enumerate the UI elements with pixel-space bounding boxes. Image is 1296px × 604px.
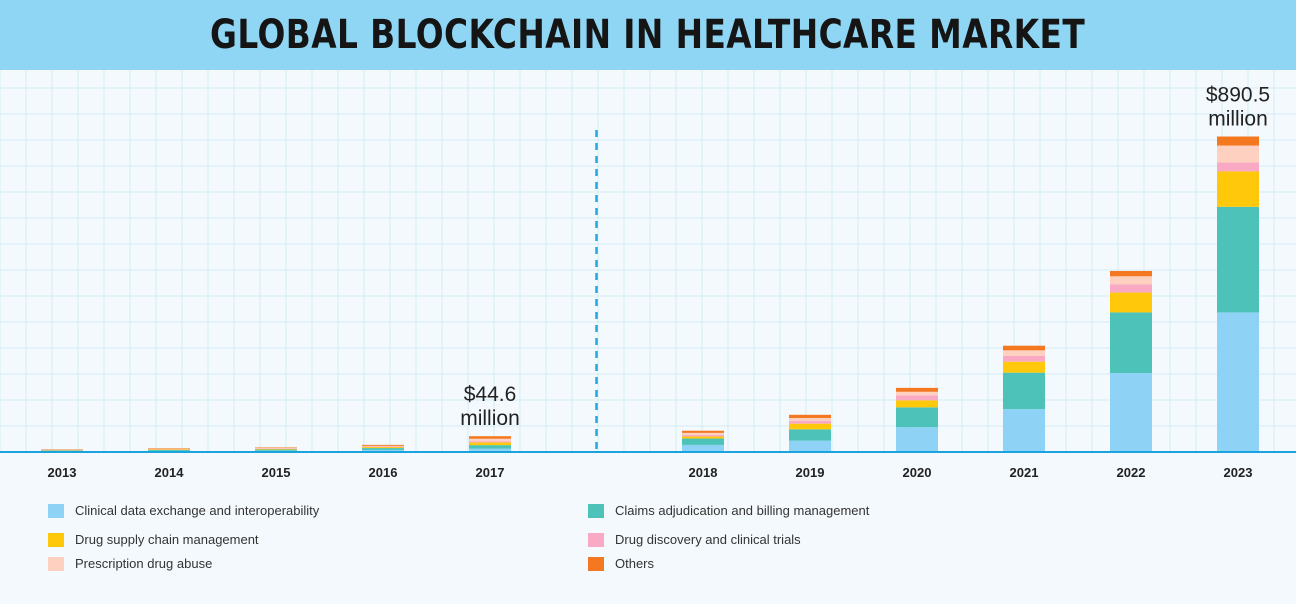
bar-segment bbox=[255, 448, 297, 450]
bar-segment bbox=[682, 438, 724, 445]
bar-segment bbox=[41, 450, 83, 452]
bar-segment bbox=[896, 387, 938, 392]
x-tick-label: 2021 bbox=[1010, 465, 1039, 480]
value-annotation-unit: million bbox=[460, 407, 520, 430]
bar-segment bbox=[469, 445, 511, 449]
bar-segment bbox=[255, 449, 297, 451]
x-tick-label: 2023 bbox=[1224, 465, 1253, 480]
bar-segment bbox=[789, 417, 831, 421]
value-annotation: $890.5 bbox=[1206, 84, 1270, 107]
bar-segment bbox=[1217, 136, 1259, 146]
bar-segment bbox=[1110, 284, 1152, 293]
bar-segment bbox=[789, 414, 831, 418]
bar-segment bbox=[1217, 312, 1259, 452]
bar-segment bbox=[1110, 372, 1152, 452]
x-tick-label: 2017 bbox=[476, 465, 505, 480]
bar-segment bbox=[469, 448, 511, 452]
bar-segment bbox=[1217, 145, 1259, 163]
bar-segment bbox=[148, 449, 190, 451]
stacked-bar-chart: 2013 2014 2015 2016 2017 2018 2019 2020 2021 2022… bbox=[0, 70, 1296, 480]
bar-segment bbox=[362, 447, 404, 449]
bar-segment bbox=[789, 420, 831, 424]
bar-segment bbox=[682, 434, 724, 437]
bar-segment bbox=[896, 400, 938, 408]
bar-segment bbox=[896, 407, 938, 428]
bar-segment bbox=[362, 449, 404, 452]
bar-segment bbox=[362, 444, 404, 446]
bar-segment bbox=[682, 444, 724, 452]
x-tick-label: 2016 bbox=[369, 465, 398, 480]
bar-segment bbox=[896, 395, 938, 401]
bar-segment bbox=[1003, 355, 1045, 362]
bar-segment bbox=[1003, 350, 1045, 356]
bar-segment bbox=[1217, 206, 1259, 313]
x-tick-label: 2015 bbox=[262, 465, 291, 480]
value-annotation-unit: million bbox=[1208, 108, 1268, 131]
x-tick-label: 2022 bbox=[1117, 465, 1146, 480]
chart-title: GLOBAL BLOCKCHAIN IN HEALTHCARE MARKET bbox=[210, 12, 1086, 58]
bar-segment bbox=[789, 423, 831, 430]
bar-segment bbox=[1003, 409, 1045, 452]
bar-segment bbox=[1110, 312, 1152, 373]
bar-segment bbox=[469, 442, 511, 446]
bar-segment bbox=[1110, 292, 1152, 313]
bar-segment bbox=[1217, 162, 1259, 172]
bar-segment bbox=[1217, 171, 1259, 207]
bar-segment bbox=[682, 430, 724, 433]
bar-segment bbox=[896, 427, 938, 452]
x-tick-label: 2013 bbox=[48, 465, 77, 480]
bar-segment bbox=[789, 440, 831, 452]
bar-segment bbox=[896, 391, 938, 396]
x-tick-label: 2019 bbox=[796, 465, 825, 480]
bar-segment bbox=[1003, 345, 1045, 351]
bar-segment bbox=[682, 436, 724, 439]
bar-segment bbox=[1003, 361, 1045, 373]
bar-segment bbox=[362, 446, 404, 448]
value-annotation: $44.6 bbox=[464, 383, 517, 406]
bar-segment bbox=[469, 441, 511, 443]
bar-segment bbox=[1003, 372, 1045, 410]
x-tick-label: 2014 bbox=[155, 465, 185, 480]
bar-segment bbox=[1110, 276, 1152, 285]
x-tick-label: 2020 bbox=[903, 465, 932, 480]
bar-segment bbox=[255, 447, 297, 449]
x-tick-label: 2018 bbox=[689, 465, 718, 480]
bar-segment bbox=[362, 448, 404, 450]
bar-segment bbox=[682, 432, 724, 435]
bar-segment bbox=[789, 429, 831, 441]
bar-segment bbox=[148, 448, 190, 449]
bar-segment bbox=[1110, 270, 1152, 277]
bar-segment bbox=[362, 445, 404, 447]
bar-segment bbox=[469, 438, 511, 442]
bar-segment bbox=[148, 450, 190, 451]
bar-segment bbox=[469, 436, 511, 439]
title-banner: GLOBAL BLOCKCHAIN IN HEALTHCARE MARKET bbox=[0, 0, 1296, 70]
